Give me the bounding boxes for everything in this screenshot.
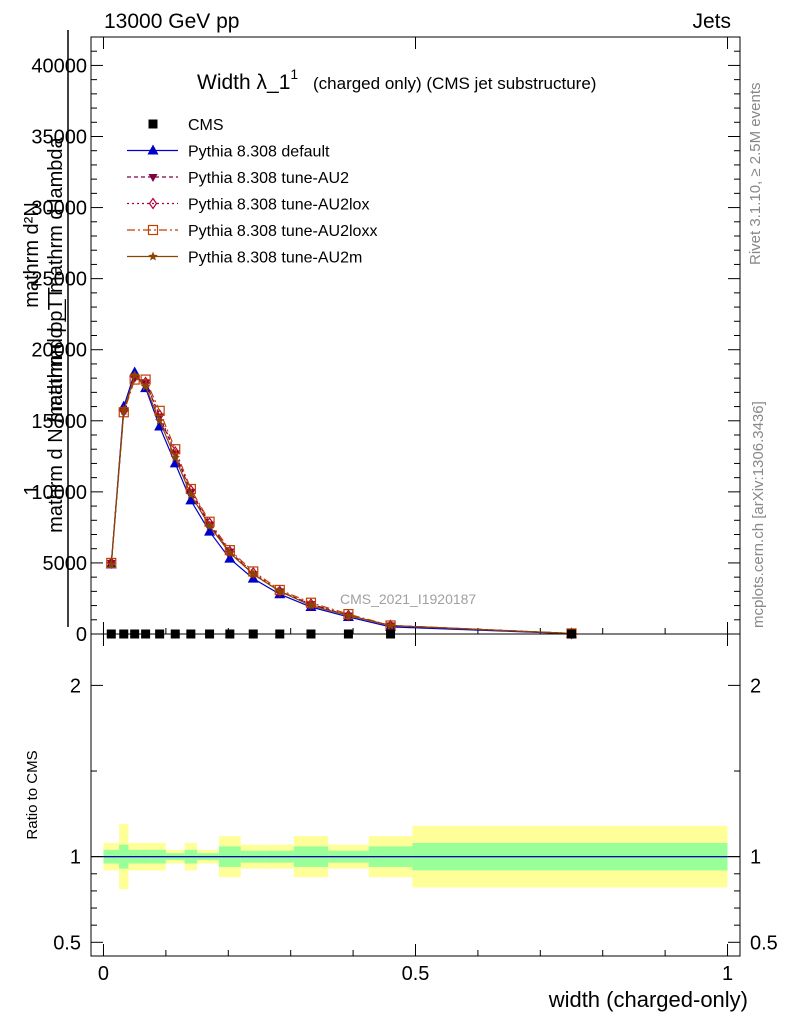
legend-marker [148, 145, 159, 155]
main-ytick-label: 40000 [31, 55, 87, 77]
legend-label: CMS [188, 117, 224, 134]
legend-marker [149, 120, 158, 129]
header-right: Jets [692, 10, 731, 33]
legend-label: Pythia 8.308 tune-AU2loxx [188, 223, 377, 240]
legend: CMS Pythia 8.308 default Pythia 8.308 tune… [127, 117, 377, 267]
ratio-y-label: Ratio to CMS [24, 750, 41, 839]
chart-subtitle: (charged only) (CMS jet substructure) [313, 74, 596, 93]
ratio-ytick-label-right: 0.5 [750, 932, 778, 954]
mcplots-label: mcplots.cern.ch [arXiv:1306.3436] [750, 401, 767, 628]
legend-label: Pythia 8.308 tune-AU2lox [188, 197, 369, 214]
legend-item: Pythia 8.308 tune-AU2m [127, 250, 362, 267]
legend-item: Pythia 8.308 default [127, 144, 330, 161]
chart-title: Width λ_11 [197, 66, 298, 94]
legend-item: Pythia 8.308 tune-AU2 [127, 170, 349, 187]
ratio-ytick-label-right: 2 [750, 675, 761, 697]
xtick-label: 0 [98, 963, 109, 985]
legend-label: Pythia 8.308 tune-AU2 [188, 170, 349, 187]
ratio-frame [91, 634, 740, 956]
legend-item: Pythia 8.308 tune-AU2lox [127, 197, 369, 214]
legend-item: Pythia 8.308 tune-AU2loxx [127, 223, 377, 240]
xtick-label: 0.5 [402, 963, 430, 985]
rivet-label: Rivet 3.1.10, ≥ 2.5M events [747, 83, 764, 266]
chart-title-sup: 1 [290, 66, 298, 82]
ratio-ytick-label: 0.5 [53, 932, 81, 954]
ratio-ticks: 0.5 0.5 1 1 2 2 0 0.5 1 [53, 634, 778, 985]
ratio-ytick-label-right: 1 [750, 847, 761, 869]
ratio-panel: 0.5 0.5 1 1 2 2 0 0.5 1 Ratio to CMS width (char… [24, 634, 778, 1012]
chart-title-main: Width λ_1 [197, 71, 290, 94]
main-panel: 0500010000150002000025000300003500040000… [21, 30, 740, 646]
main-ytick-label: 0 [76, 624, 87, 646]
legend-item: CMS [149, 117, 224, 134]
ratio-ytick-label: 1 [70, 847, 81, 869]
main-ytick-label: 5000 [43, 553, 88, 575]
ratio-ytick-label: 2 [70, 675, 81, 697]
main-y-label: mathrm d²N mathrm d p_T mathrm d lambda … [21, 30, 68, 627]
xtick-label: 1 [722, 963, 733, 985]
legend-label: Pythia 8.308 tune-AU2m [188, 250, 362, 267]
ylabel-top: mathrm d²N [21, 202, 43, 308]
ylabel-one: 1 [21, 484, 43, 495]
ylabel-frac-den: mathrm d N / mathrm d p_T [45, 287, 67, 533]
legend-marker [148, 252, 158, 261]
x-axis-label: width (charged-only) [548, 987, 748, 1012]
legend-marker [149, 174, 158, 182]
legend-label: Pythia 8.308 default [188, 144, 330, 161]
header-left: 13000 GeV pp [104, 10, 239, 33]
analysis-watermark: CMS_2021_I1920187 [340, 591, 476, 607]
